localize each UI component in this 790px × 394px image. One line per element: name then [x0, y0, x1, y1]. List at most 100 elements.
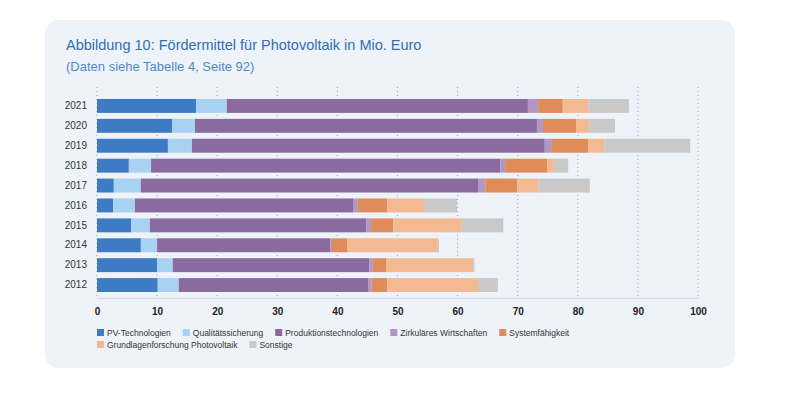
tick-label: 0: [95, 306, 101, 317]
bar: [547, 159, 554, 173]
legend-swatch: [390, 329, 397, 336]
bar: [151, 159, 500, 173]
bar: [373, 258, 386, 272]
bar: [353, 198, 358, 212]
bar: [173, 258, 370, 272]
bar: [97, 218, 131, 232]
legend-swatch: [499, 329, 506, 336]
tick: 30: [272, 298, 284, 317]
card: [45, 20, 735, 368]
bar: [539, 179, 590, 193]
bar: [179, 278, 368, 292]
legend-label: Grundlagenforschung Photovoltaik: [107, 340, 238, 350]
bar: [517, 179, 539, 193]
bar: [192, 139, 545, 153]
bar: [97, 119, 172, 133]
legend-label: Zirkuläres Wirtschaften: [400, 328, 487, 338]
bar: [552, 139, 588, 153]
bar: [528, 99, 538, 113]
series: [135, 99, 545, 292]
grid-line: [698, 87, 699, 298]
bar: [157, 238, 330, 252]
bar: [588, 139, 604, 153]
tick: 2017: [65, 180, 97, 191]
tick-label: 2020: [65, 120, 88, 131]
tick: 100: [690, 298, 707, 317]
tick-label: 30: [272, 306, 284, 317]
bar: [369, 258, 373, 272]
tick-label: 80: [573, 306, 585, 317]
bars: [97, 99, 690, 292]
tick-label: 2012: [65, 279, 88, 290]
bar: [227, 99, 528, 113]
title: Abbildung 10: Fördermittel für Photovolt…: [66, 37, 421, 53]
series: [332, 99, 588, 292]
bar: [387, 278, 478, 292]
bar: [500, 159, 505, 173]
axis-line: [98, 298, 699, 299]
bar: [372, 278, 388, 292]
bar: [158, 278, 179, 292]
bar: [196, 99, 227, 113]
grid-line: [637, 87, 638, 298]
tick-label: 40: [332, 306, 344, 317]
legend-label: PV-Technologien: [107, 328, 171, 338]
bar: [97, 99, 196, 113]
bar: [563, 99, 589, 113]
tick-label: 20: [212, 306, 224, 317]
tick: 2016: [65, 200, 97, 211]
tick-label: 50: [392, 306, 404, 317]
tick-label: 2013: [65, 259, 88, 270]
tick-label: 70: [513, 306, 525, 317]
tick-label: 2018: [65, 160, 88, 171]
bar: [135, 198, 353, 212]
legend-label: Systemfähigkeit: [509, 328, 570, 338]
legend-item: Qualitätssicherung: [183, 328, 264, 338]
tick-label: 2014: [65, 239, 88, 250]
legend-item: Sonstige: [249, 340, 292, 350]
bar: [113, 198, 135, 212]
tick-label: 2021: [65, 100, 88, 111]
subtitle: (Daten siehe Tabelle 4, Seite 92): [66, 59, 254, 74]
tick: 2018: [65, 160, 97, 171]
tick: 10: [152, 298, 164, 317]
bar: [97, 139, 168, 153]
bar: [478, 179, 485, 193]
tick: 50: [392, 298, 404, 317]
bar: [368, 278, 372, 292]
tick: 2012: [65, 279, 97, 290]
bar: [97, 278, 158, 292]
bar: [172, 119, 195, 133]
tick: 2021: [65, 100, 97, 111]
tick: 0: [95, 298, 101, 317]
bar: [604, 139, 690, 153]
bar: [538, 99, 563, 113]
bar: [438, 238, 439, 252]
bar: [543, 119, 576, 133]
legend-item: Produktionstechnologien: [275, 328, 378, 338]
legend-item: PV-Technologien: [97, 328, 171, 338]
bar: [168, 139, 192, 153]
bar: [576, 119, 589, 133]
bar: [347, 238, 438, 252]
bar: [371, 218, 393, 232]
tick: 40: [332, 298, 344, 317]
bar: [366, 218, 371, 232]
bar: [97, 238, 141, 252]
legend-swatch: [183, 329, 190, 336]
bar: [478, 278, 498, 292]
bar: [386, 258, 473, 272]
legend-swatch: [275, 329, 282, 336]
bar: [424, 198, 457, 212]
tick: 20: [212, 298, 224, 317]
legend: PV-Technologien Qualitätssicherung Produkt…: [97, 328, 570, 350]
bar: [97, 198, 113, 212]
tick: 2015: [65, 220, 97, 231]
legend-item: Grundlagenforschung Photovoltaik: [97, 340, 238, 350]
series: [330, 99, 552, 292]
bar: [589, 119, 615, 133]
tick: 70: [513, 298, 525, 317]
legend-label: Sonstige: [259, 340, 292, 350]
chart: Abbildung 10: Fördermittel für Photovolt…: [0, 0, 790, 394]
bar: [387, 198, 424, 212]
